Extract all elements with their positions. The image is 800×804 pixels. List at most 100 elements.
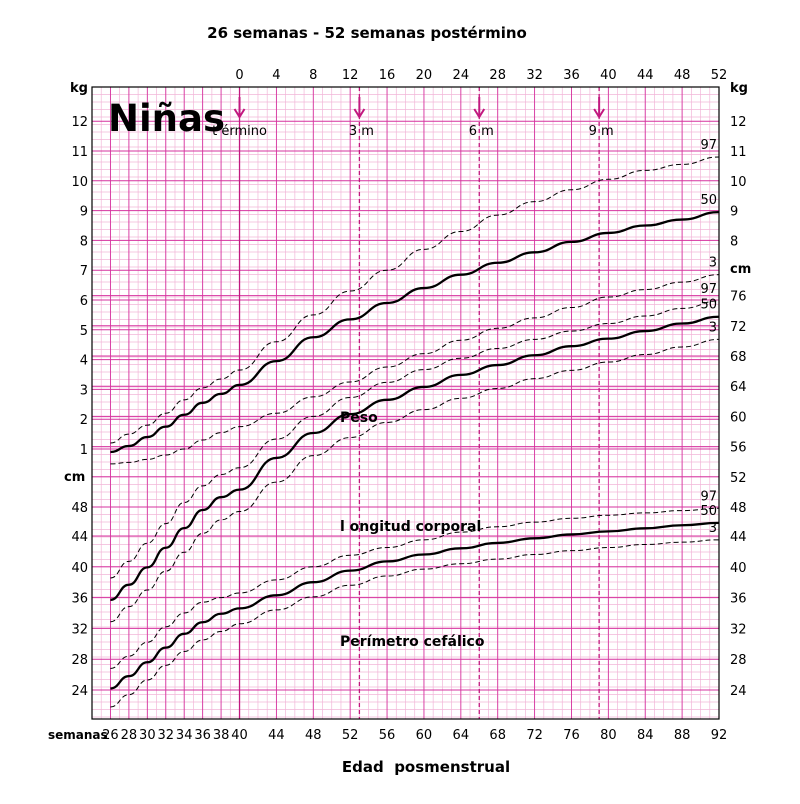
series-head-p97 (110, 507, 720, 669)
weight-tick-label-left: 8 (80, 234, 88, 249)
milestone-label: 9 m (589, 124, 614, 139)
top-tick-label: 24 (453, 68, 470, 83)
top-tick-label: 36 (563, 68, 580, 83)
series-label-weight-p3: 3 (709, 256, 717, 271)
weight-tick-label-left: 1 (80, 443, 88, 458)
series-weight-p50 (110, 210, 720, 454)
milestone-label: 3 m (349, 124, 374, 139)
x-tick-label: 30 (139, 728, 156, 743)
head-tick-label-left: 32 (71, 622, 88, 637)
weight-tick-label-left: 3 (80, 383, 88, 398)
x-tick-label: 76 (563, 728, 580, 743)
x-tick-label: 44 (268, 728, 285, 743)
x-tick-label: 72 (526, 728, 543, 743)
x-tick-label: 34 (176, 728, 193, 743)
plot-frame (91, 86, 720, 720)
milestone-label: 6 m (469, 124, 494, 139)
series-head-p50 (110, 521, 720, 690)
weight-tick-label-left: 7 (80, 264, 88, 279)
length-tick-label-right: 72 (730, 320, 747, 335)
series-label-length-p3: 3 (709, 320, 717, 335)
milestone-label: t érmino (212, 124, 267, 139)
head-tick-label-left: 28 (71, 653, 88, 668)
top-tick-label: 32 (526, 68, 543, 83)
grid (91, 86, 720, 719)
length-unit-right: cm (730, 262, 751, 277)
weight-tick-label-left: 10 (71, 175, 88, 190)
milestone-arrow-icon (353, 108, 366, 119)
series-length-p50 (110, 315, 720, 602)
top-tick-label: 16 (379, 68, 396, 83)
top-tick-label: 4 (272, 68, 280, 83)
head-group-label: Perímetro cefálico (340, 634, 485, 650)
milestone-arrow-icon (233, 108, 246, 119)
head-tick-label-right: 40 (730, 561, 747, 576)
weight-tick-label-right: 11 (730, 145, 747, 160)
length-tick-label-right: 56 (730, 441, 747, 456)
x-axis-title: Edad posmenstrual (342, 758, 510, 776)
x-tick-label: 28 (121, 728, 138, 743)
x-tick-label: 64 (453, 728, 470, 743)
chart-title: Niñas (108, 97, 225, 140)
weight-tick-label-right: 12 (730, 115, 747, 130)
top-tick-label: 44 (637, 68, 654, 83)
series-weight-p3 (110, 274, 720, 465)
weight-tick-label-left: 4 (80, 354, 88, 369)
length-unit-left: cm (64, 470, 85, 485)
top-tick-label: 0 (235, 68, 243, 83)
x-tick-label: 48 (305, 728, 322, 743)
head-tick-label-left: 40 (71, 561, 88, 576)
series-length-p3 (110, 338, 720, 623)
series-label-weight-p50: 50 (700, 193, 717, 208)
length-tick-label-right: 60 (730, 410, 747, 425)
top-tick-label: 20 (416, 68, 433, 83)
milestone-arrow-icon (473, 108, 486, 119)
top-title: 26 semanas - 52 semanas postérmino (207, 24, 527, 42)
series-label-head-p3: 3 (709, 521, 717, 536)
weight-tick-label-left: 11 (71, 145, 88, 160)
x-tick-label: 36 (194, 728, 211, 743)
length-tick-label-left: 48 (71, 501, 88, 516)
head-tick-label-left: 24 (71, 684, 88, 699)
weight-unit-left: kg (70, 81, 88, 96)
x-tick-label: 32 (157, 728, 174, 743)
x-tick-label: 68 (489, 728, 506, 743)
head-tick-label-left: 44 (71, 530, 88, 545)
top-tick-label: 40 (600, 68, 617, 83)
weight-tick-label-left: 5 (80, 324, 88, 339)
weight-tick-label-left: 2 (80, 413, 88, 428)
top-tick-label: 8 (309, 68, 317, 83)
milestone-arrow-icon (593, 108, 605, 119)
length-tick-label-right: 68 (730, 350, 747, 365)
series-label-length-p97: 97 (700, 282, 717, 297)
weight-unit-right: kg (730, 81, 748, 96)
weight-tick-label-right: 10 (730, 175, 747, 190)
weight-tick-label-right: 8 (730, 234, 738, 249)
x-tick-label: 88 (674, 728, 691, 743)
head-tick-label-left: 36 (71, 592, 88, 607)
head-tick-label-right: 44 (730, 530, 747, 545)
x-tick-label: 56 (379, 728, 396, 743)
length-tick-label-right: 52 (730, 471, 747, 486)
series-weight-p97 (110, 156, 720, 444)
head-tick-label-right: 32 (730, 622, 747, 637)
x-tick-label: 38 (213, 728, 230, 743)
series-head-p3 (110, 539, 720, 708)
length-group-label: l ongitud corporal (340, 519, 481, 535)
head-tick-label-right: 36 (730, 592, 747, 607)
weight-tick-label-left: 6 (80, 294, 88, 309)
x-tick-label: 92 (711, 728, 728, 743)
head-tick-label-right: 24 (730, 684, 747, 699)
weight-tick-label-left: 12 (71, 115, 88, 130)
series-label-weight-p97: 97 (700, 138, 717, 153)
top-tick-label: 28 (489, 68, 506, 83)
weight-group-label: Peso (340, 410, 378, 426)
age-markers: t érmino 3 m 6 m 9 m (212, 87, 614, 719)
series-label-length-p50: 50 (700, 298, 717, 313)
x-tick-label: 52 (342, 728, 359, 743)
top-tick-label: 12 (342, 68, 359, 83)
